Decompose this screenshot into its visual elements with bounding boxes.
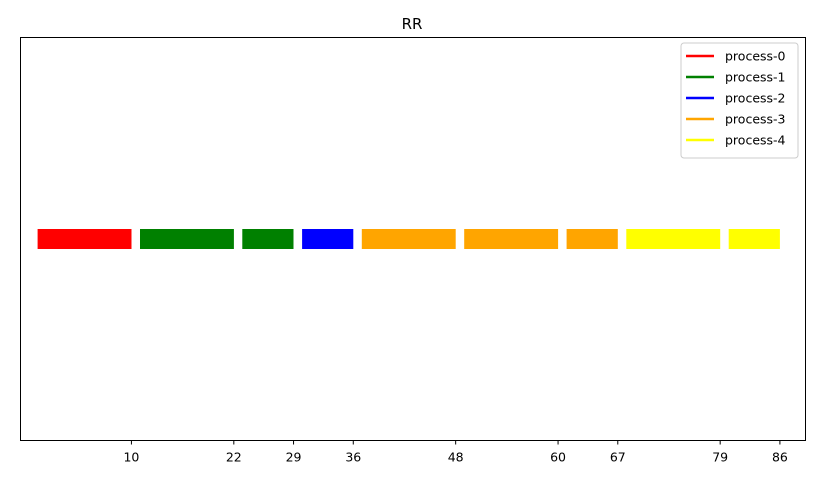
x-tick-label: 79	[712, 450, 728, 465]
legend-box	[680, 42, 799, 159]
bars-group	[37, 229, 780, 249]
bar-process-2-segment-3	[302, 229, 354, 249]
x-tick-label: 36	[345, 450, 361, 465]
bar-process-3-segment-4	[361, 229, 456, 249]
bar-process-3-segment-6	[566, 229, 618, 249]
legend-label-process-0: process-0	[725, 49, 786, 64]
x-tick-label: 60	[550, 450, 566, 465]
legend-label-process-4: process-4	[725, 133, 786, 148]
bar-process-3-segment-5	[464, 229, 559, 249]
x-tick-label: 86	[772, 450, 788, 465]
legend-label-process-3: process-3	[725, 112, 786, 127]
bar-process-1-segment-2	[242, 229, 294, 249]
bar-process-4-segment-8	[728, 229, 780, 249]
x-tick-label: 67	[610, 450, 626, 465]
x-tick-label: 22	[226, 450, 242, 465]
legend-label-process-2: process-2	[725, 91, 786, 106]
x-tick-label: 48	[448, 450, 464, 465]
x-tick-label: 10	[123, 450, 139, 465]
bar-process-0-segment-0	[37, 229, 132, 249]
chart-title: RR	[402, 15, 423, 33]
bar-process-1-segment-1	[140, 229, 234, 249]
x-tick-label: 29	[286, 450, 302, 465]
plot-frame	[20, 37, 806, 441]
legend: process-0 process-1 process-2 process-3 proc…	[680, 42, 799, 159]
legend-label-process-1: process-1	[725, 70, 786, 85]
bar-process-4-segment-7	[626, 229, 721, 249]
x-axis-ticks: 10 22 29 36 48 60 67 79 86	[123, 440, 788, 465]
